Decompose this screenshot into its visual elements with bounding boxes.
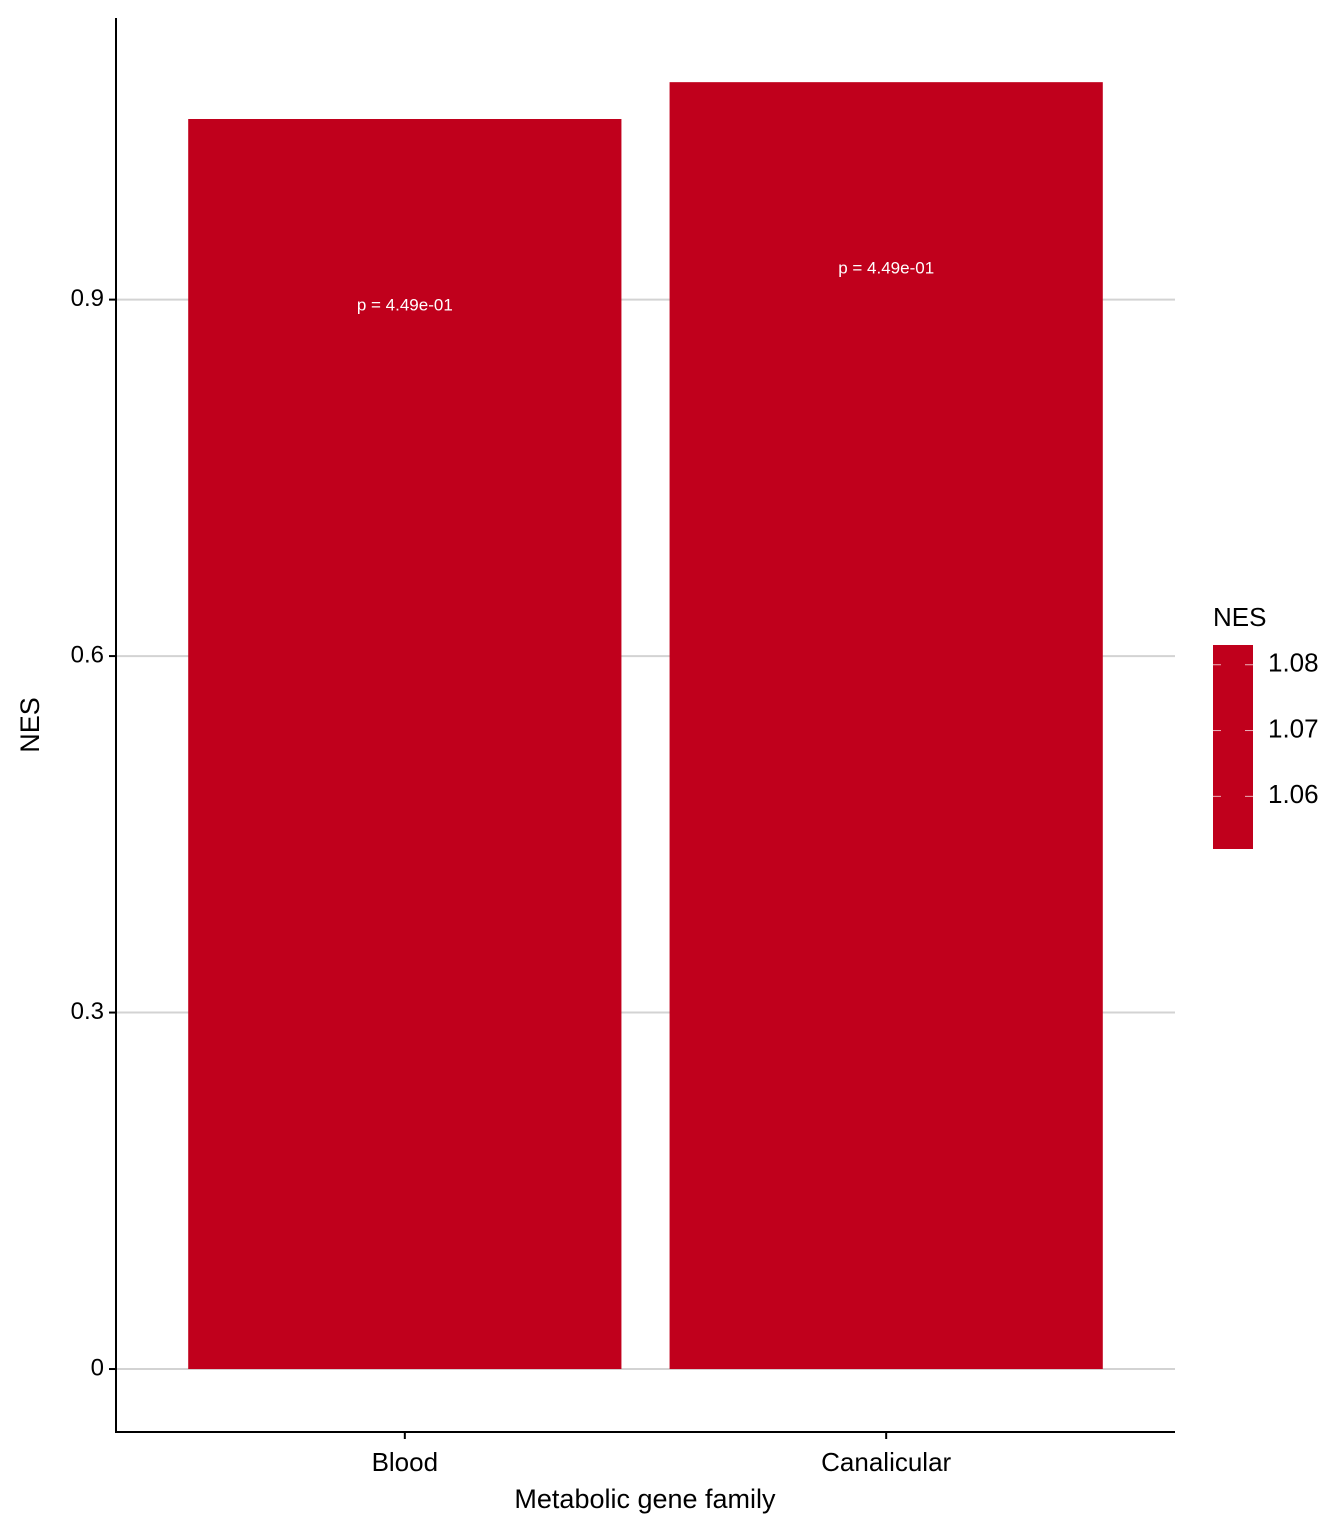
- legend-title: NES: [1213, 602, 1266, 632]
- y-axis-label: NES: [15, 697, 45, 753]
- y-tick-label: 0.9: [71, 285, 104, 312]
- x-tick-label: Canalicular: [821, 1447, 951, 1477]
- x-axis-label: Metabolic gene family: [514, 1484, 776, 1514]
- colorbar: [1213, 645, 1253, 849]
- bar-annotation: p = 4.49e-01: [357, 295, 453, 314]
- bar: [669, 82, 1103, 1370]
- y-tick-label: 0: [91, 1354, 104, 1381]
- bar-annotation: p = 4.49e-01: [838, 259, 934, 278]
- y-tick-label: 0.3: [71, 998, 104, 1025]
- y-tick-label: 0.6: [71, 641, 104, 668]
- legend-tick-label: 1.08: [1268, 648, 1319, 678]
- legend-tick-label: 1.07: [1268, 713, 1319, 743]
- bar: [188, 119, 622, 1370]
- x-tick-label: Blood: [372, 1447, 439, 1477]
- legend-tick-label: 1.06: [1268, 779, 1319, 809]
